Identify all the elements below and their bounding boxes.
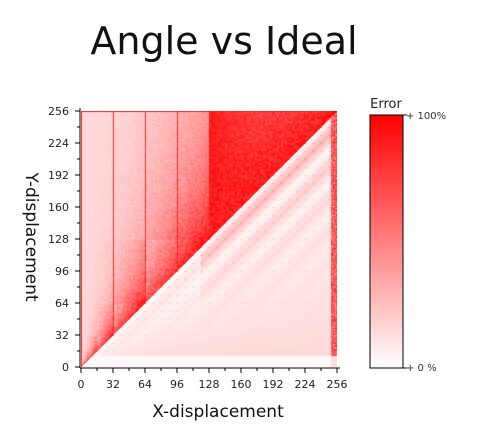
colorbar-title: Error: [370, 97, 402, 112]
axes: [79, 108, 340, 369]
x-tick-label: 0: [78, 378, 85, 391]
x-tick-label: 128: [199, 378, 220, 391]
heatmap-area: [81, 111, 337, 367]
x-tick-label: 224: [295, 378, 316, 391]
y-tick-label: 256: [48, 105, 69, 118]
x-tick-label: 256: [327, 378, 348, 391]
y-tick-label: 160: [48, 201, 69, 214]
y-tick-label: 0: [62, 361, 69, 374]
colorbar-min-label: + 0 %: [406, 363, 437, 374]
x-tick-label: 96: [170, 378, 184, 391]
y-tick-label: 64: [55, 297, 69, 310]
y-tick-label: 96: [55, 265, 69, 278]
y-tick-label: 128: [48, 233, 69, 246]
x-tick-label: 32: [106, 378, 120, 391]
y-axis-title: Y-displacement: [21, 171, 41, 301]
heatmap-image: [81, 111, 337, 367]
x-ticks: 0 32 64 96 128 160 192 224 256: [78, 368, 348, 391]
y-tick-label: 32: [55, 329, 69, 342]
y-tick-label: 224: [48, 137, 69, 150]
x-tick-label: 160: [231, 378, 252, 391]
chart-title: Angle vs Ideal: [90, 19, 357, 63]
x-axis-title: X-displacement: [152, 402, 284, 422]
x-tick-label: 64: [138, 378, 152, 391]
colorbar: Error + 100% + 0 %: [369, 97, 446, 374]
colorbar-gradient: [369, 114, 404, 369]
x-tick-label: 192: [263, 378, 284, 391]
y-ticks: 0 32 64 96 128 160 192 224 256: [48, 105, 80, 374]
y-tick-label: 192: [48, 169, 69, 182]
colorbar-max-label: + 100%: [406, 111, 446, 122]
